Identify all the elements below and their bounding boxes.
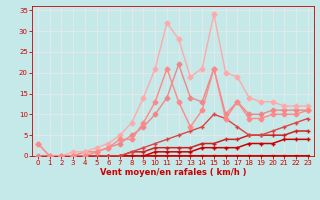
X-axis label: Vent moyen/en rafales ( km/h ): Vent moyen/en rafales ( km/h ) xyxy=(100,168,246,177)
